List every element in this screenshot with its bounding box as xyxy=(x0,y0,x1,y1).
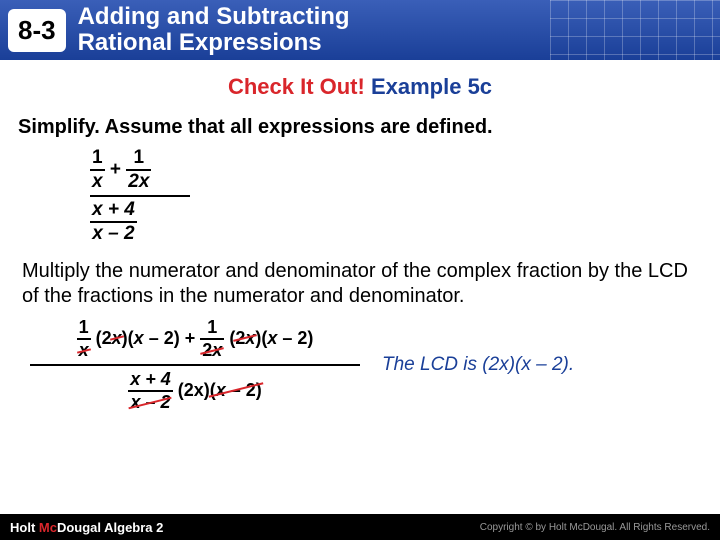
header-grid-decoration xyxy=(550,0,720,60)
work-row: 1x (2x)(x – 2) + 12x (2x)(x – 2) x + 4x … xyxy=(30,317,720,413)
lesson-title: Adding and SubtractingRational Expressio… xyxy=(78,4,350,57)
footer-copyright: Copyright © by Holt McDougal. All Rights… xyxy=(480,522,710,533)
worked-expression: 1x (2x)(x – 2) + 12x (2x)(x – 2) x + 4x … xyxy=(30,317,360,413)
example-label: Example 5c xyxy=(371,74,492,99)
footer-book-title: Holt McDougal Algebra 2 xyxy=(10,520,163,535)
instruction-text: Simplify. Assume that all expressions ar… xyxy=(18,116,702,139)
subtitle: Check It Out! Example 5c xyxy=(0,74,720,100)
explanation-text: Multiply the numerator and denominator o… xyxy=(22,259,698,309)
lcd-note: The LCD is (2x)(x – 2). xyxy=(382,354,574,376)
footer-bar: Holt McDougal Algebra 2 Copyright © by H… xyxy=(0,514,720,540)
section-number: 8-3 xyxy=(8,9,66,52)
header-bar: 8-3 Adding and SubtractingRational Expre… xyxy=(0,0,720,60)
check-it-out-label: Check It Out! xyxy=(228,74,365,99)
complex-fraction-expression: 1x + 12x x + 4x – 2 xyxy=(90,147,720,245)
